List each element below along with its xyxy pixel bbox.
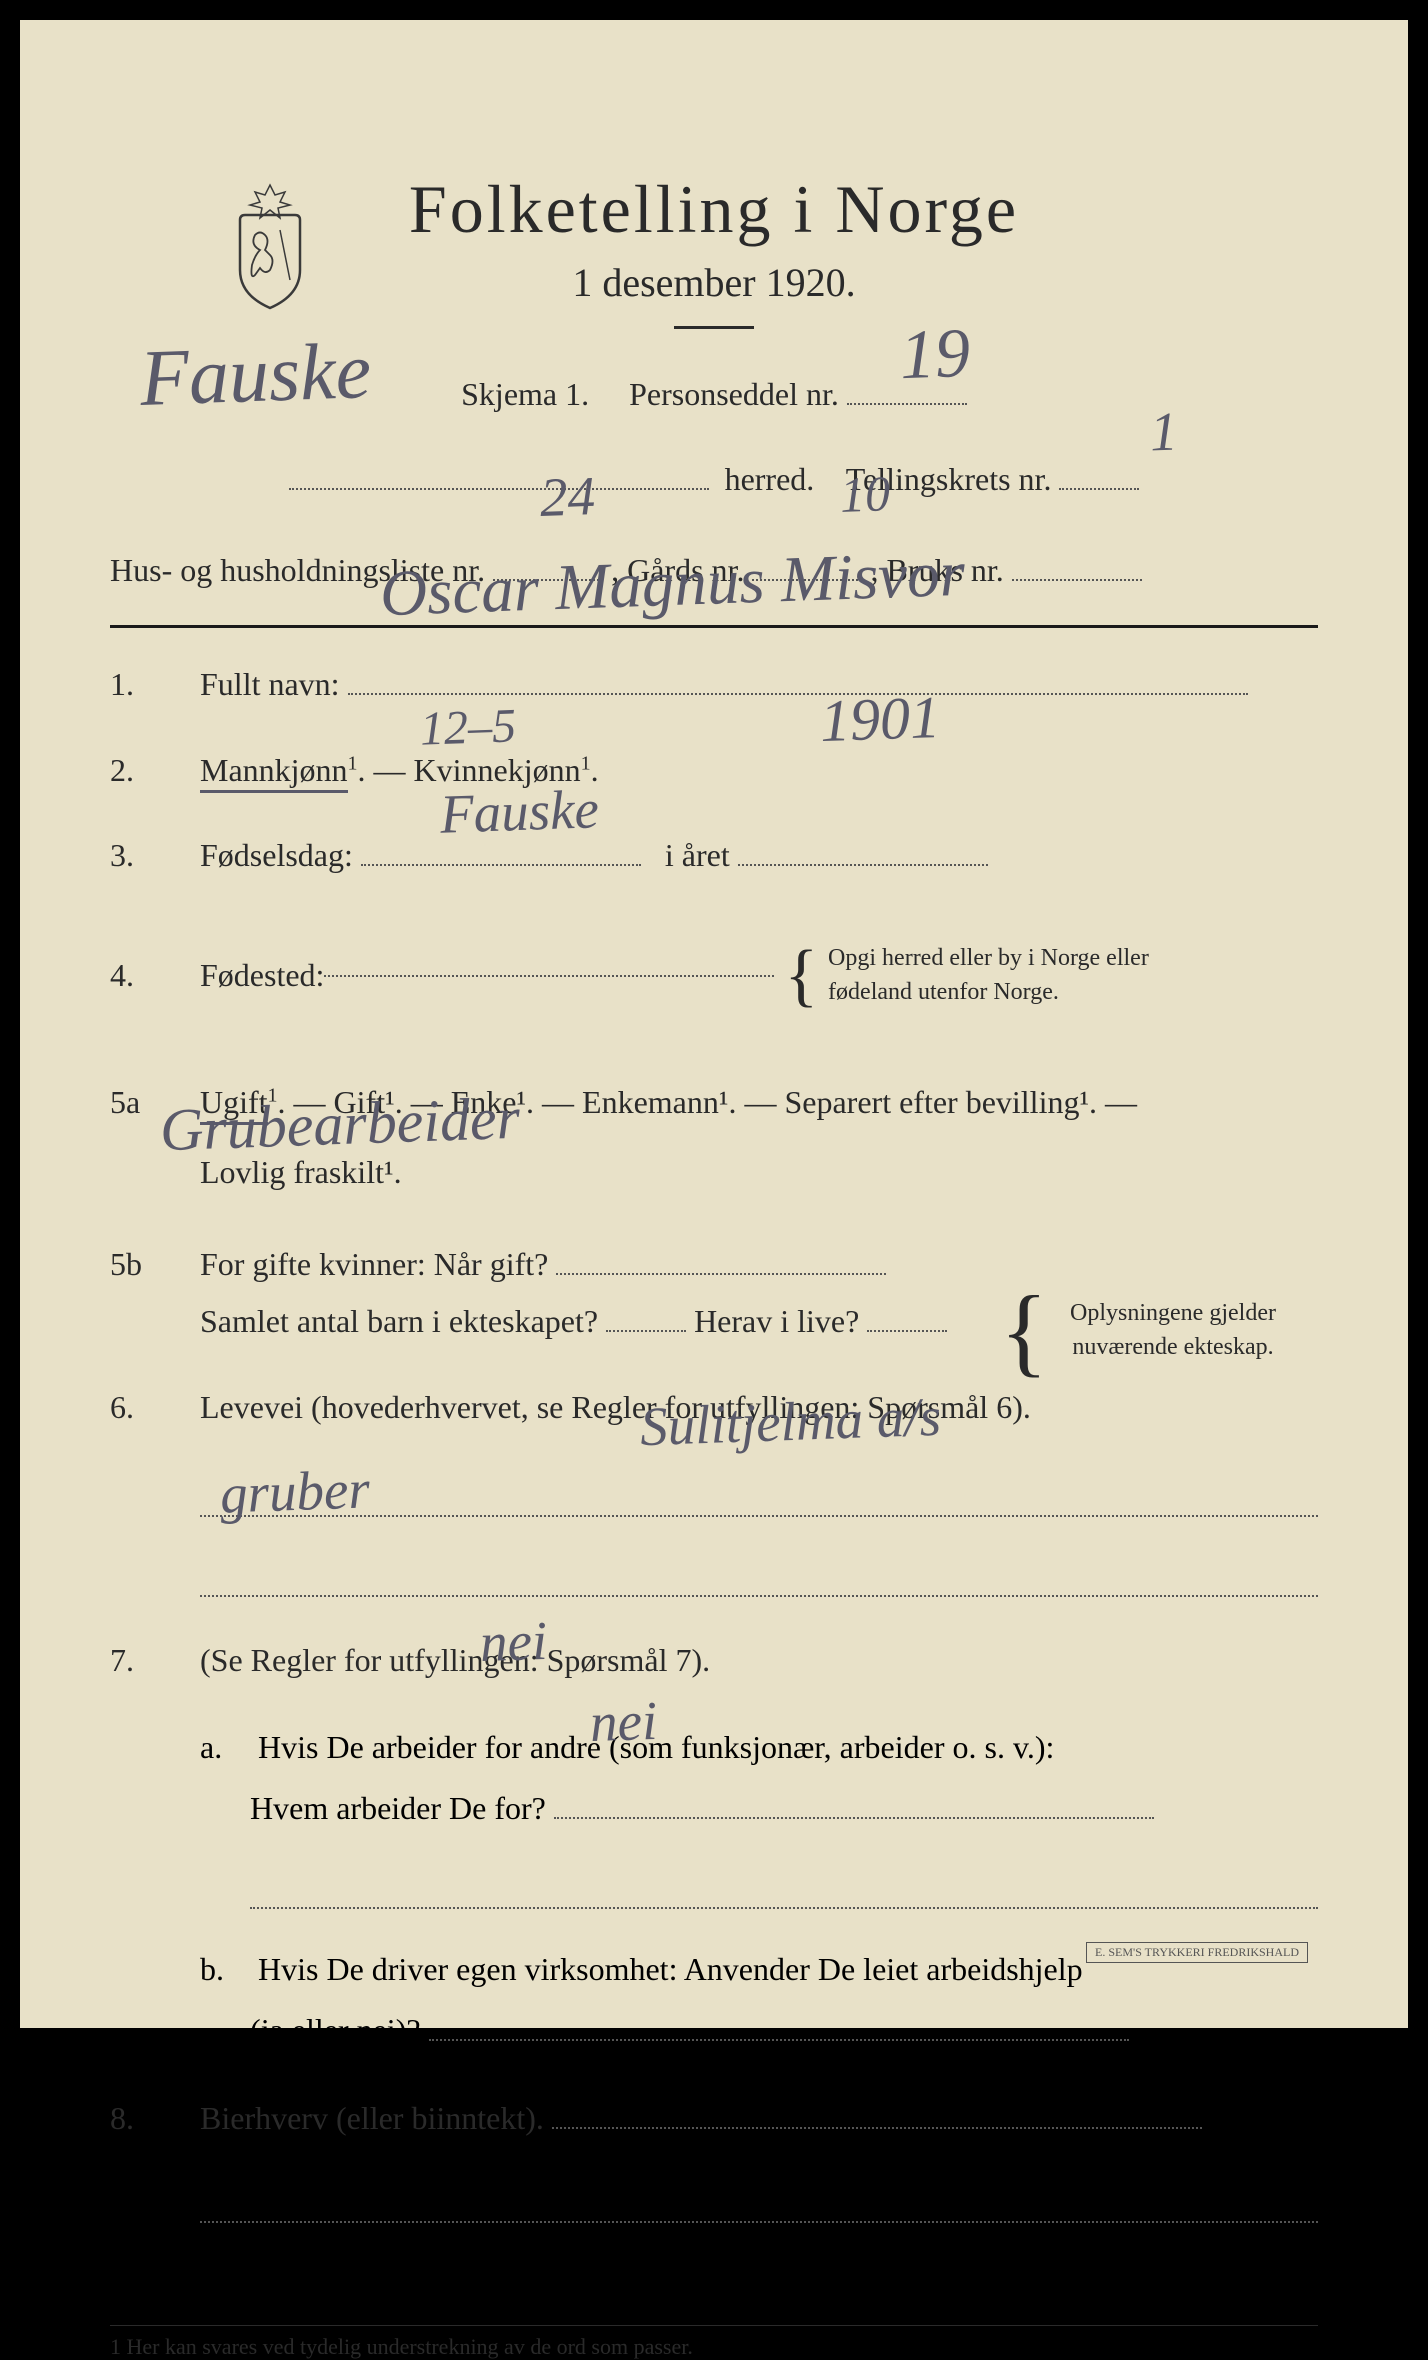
printer-mark: E. SEM'S TRYKKERI FREDRIKSHALD xyxy=(1086,1942,1308,1963)
q5b-label1: For gifte kvinner: Når gift? xyxy=(200,1246,548,1282)
q1-num: 1. xyxy=(110,656,200,714)
herred-label: herred. xyxy=(725,461,815,497)
q7b-text1: Hvis De driver egen virksomhet: Anvender… xyxy=(258,1951,1083,1987)
personseddel-label: Personseddel nr. xyxy=(629,376,839,412)
q4-note: Opgi herred eller by i Norge eller fødel… xyxy=(828,942,1178,1009)
gards-label: , Gårds nr. xyxy=(611,552,744,588)
tellingskrets-label: Tellingskrets nr. xyxy=(846,461,1052,497)
q7-num: 7. xyxy=(110,1632,200,1690)
form-line-husholdning: Hus- og husholdningsliste nr. , Gårds nr… xyxy=(110,535,1318,605)
q6-num: 6. xyxy=(110,1379,200,1437)
q5a-line2: Lovlig fraskilt¹. xyxy=(200,1154,402,1190)
question-8: 8. Bierhverv (eller biinntekt). xyxy=(110,2090,1318,2148)
q4-num: 4. xyxy=(110,947,200,1005)
form-line-skjema: Skjema 1. Personseddel nr. xyxy=(110,359,1318,429)
q5b-label3: Herav i live? xyxy=(694,1303,859,1339)
question-7a: a. Hvis De arbeider for andre (som funks… xyxy=(200,1717,1318,1909)
husholdning-label: Hus- og husholdningsliste nr. xyxy=(110,552,485,588)
q3-label: Fødselsdag: xyxy=(200,837,353,873)
q1-label: Fullt navn: xyxy=(200,666,340,702)
footnote: 1 Her kan svares ved tydelig understrekn… xyxy=(110,2325,1318,2360)
q7b-text2: (ja eller nei)? xyxy=(250,2012,421,2048)
header-divider xyxy=(674,326,754,329)
skjema-label: Skjema 1. xyxy=(461,376,589,412)
q2-kvinne: — Kvinnekjønn xyxy=(374,752,581,788)
q2-num: 2. xyxy=(110,742,200,800)
question-7: 7. (Se Regler for utfyllingen: Spørsmål … xyxy=(110,1632,1318,1690)
q4-label: Fødested: xyxy=(200,947,324,1005)
q8-label: Bierhverv (eller biinntekt). xyxy=(200,2100,544,2136)
footer-note1: Har man ingen biinntekt av nogen betydni… xyxy=(110,2263,1318,2295)
q2-mann: Mannkjønn xyxy=(200,752,348,793)
q5a-rest: . — Gift¹. — Enke¹. — Enkemann¹. — Separ… xyxy=(278,1084,1138,1120)
question-3: 3. Fødselsdag: i året xyxy=(110,827,1318,885)
q3-num: 3. xyxy=(110,827,200,885)
question-2: 2. Mannkjønn1. — Kvinnekjønn1. xyxy=(110,742,1318,800)
q5a-ugift: Ugift xyxy=(200,1084,268,1125)
census-document: Folketelling i Norge 1 desember 1920. Sk… xyxy=(20,20,1408,2028)
q3-aret-label: i året xyxy=(665,837,730,873)
form-line-herred: herred. Tellingskrets nr. xyxy=(110,444,1318,514)
question-1: 1. Fullt navn: xyxy=(110,656,1318,714)
q5b-label2: Samlet antal barn i ekteskapet? xyxy=(200,1303,598,1339)
question-5b: 5b For gifte kvinner: Når gift? Samlet a… xyxy=(110,1236,1318,1351)
q7a-letter: a. xyxy=(200,1717,250,1778)
q7-label: (Se Regler for utfyllingen: Spørsmål 7). xyxy=(200,1632,1318,1690)
q7b-letter: b. xyxy=(200,1939,250,2000)
q7a-text1: Hvis De arbeider for andre (som funksjon… xyxy=(258,1729,1054,1765)
main-divider xyxy=(110,625,1318,628)
q8-num: 8. xyxy=(110,2090,200,2148)
bruks-label: , Bruks nr. xyxy=(870,552,1003,588)
question-5a: 5a Ugift1. — Gift¹. — Enke¹. — Enkemann¹… xyxy=(110,1067,1318,1208)
brace-icon: { xyxy=(1000,1241,1048,1421)
q8-answer-line xyxy=(200,2183,1318,2223)
q6-answer-line xyxy=(200,1477,1318,1597)
q7a-text2: Hvem arbeider De for? xyxy=(250,1790,546,1826)
q5a-num: 5a xyxy=(110,1067,200,1137)
q5b-side-note: Oplysningene gjelder nuværende ekteskap. xyxy=(1058,1297,1288,1364)
norwegian-crest-icon xyxy=(220,180,320,310)
q5b-num: 5b xyxy=(110,1236,200,1294)
question-4: 4. Fødested: { Opgi herred eller by i No… xyxy=(110,913,1318,1039)
brace-icon: { xyxy=(784,913,818,1039)
